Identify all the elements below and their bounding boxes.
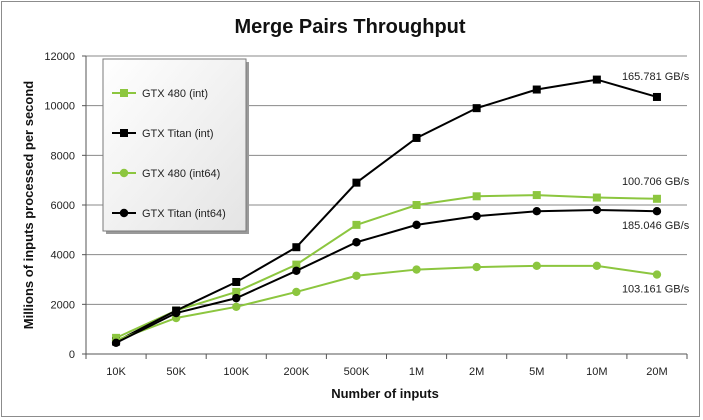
x-tick-label: 1M (409, 366, 424, 378)
legend-marker (120, 129, 128, 137)
series-gtx-480-int64 (111, 261, 662, 345)
legend-label: GTX 480 (int64) (142, 168, 220, 180)
series-line (115, 208, 657, 344)
x-tick-label: 10M (586, 366, 607, 378)
data-point (472, 211, 481, 221)
data-point (532, 191, 541, 200)
data-point (292, 243, 301, 252)
x-tick-label: 5M (529, 366, 544, 378)
legend-marker (119, 168, 129, 178)
data-point (472, 192, 481, 201)
legend-label: GTX Titan (int) (142, 128, 214, 140)
data-point (352, 238, 361, 247)
data-point (652, 207, 662, 216)
y-tick-label: 8000 (51, 150, 75, 162)
data-annotation: 185.046 GB/s (622, 220, 690, 232)
data-point (592, 205, 602, 215)
data-point (412, 265, 421, 274)
legend-item: GTX 480 (int64) (112, 168, 220, 180)
data-point (352, 178, 361, 187)
data-point (472, 262, 481, 272)
data-point (171, 308, 181, 318)
y-tick-label: 10000 (44, 101, 75, 113)
legend-item: GTX 480 (int) (112, 88, 208, 100)
data-point (412, 133, 421, 142)
data-point (232, 277, 241, 286)
y-tick-label: 6000 (51, 200, 75, 212)
legend-marker (119, 208, 129, 218)
chart-title: Merge Pairs Throughput (234, 16, 465, 38)
x-axis-title: Number of inputs (331, 386, 439, 401)
x-tick-label: 10K (106, 366, 126, 378)
y-tick-label: 4000 (51, 250, 75, 262)
data-point (592, 261, 602, 271)
y-tick-label: 2000 (51, 299, 75, 311)
x-tick-label: 100K (223, 366, 249, 378)
data-annotation: 103.161 GB/s (622, 284, 690, 296)
data-point (592, 75, 601, 84)
y-tick-label: 0 (69, 349, 75, 361)
series-line (115, 264, 658, 342)
data-point (352, 271, 361, 280)
data-point (592, 193, 601, 202)
y-tick-label: 12000 (44, 51, 75, 63)
data-point (111, 338, 121, 348)
x-tick-label: 50K (166, 366, 186, 378)
data-point (232, 302, 241, 312)
data-point (232, 287, 241, 296)
data-annotation: 100.706 GB/s (622, 176, 690, 188)
y-axis-title: Millions of inputs processed per second (21, 81, 36, 330)
data-point (652, 194, 661, 203)
series-gtx-titan-int64 (111, 205, 662, 348)
data-point (652, 92, 661, 101)
data-point (652, 270, 662, 279)
annotations: 165.781 GB/s 100.706 GB/s 185.046 GB/s 103.… (622, 71, 690, 296)
legend-item: GTX Titan (int64) (112, 208, 226, 220)
data-point (412, 201, 421, 209)
data-point (472, 104, 481, 113)
legend-item: GTX Titan (int) (112, 128, 214, 140)
data-point (532, 261, 541, 271)
x-tick-label: 2M (469, 366, 484, 378)
x-tick-label: 200K (283, 366, 309, 378)
series-line (115, 78, 658, 343)
data-point (232, 293, 241, 303)
legend-marker (120, 89, 128, 97)
legend-label: GTX 480 (int) (142, 88, 208, 100)
legend: GTX 480 (int) GTX Titan (int) GTX 480 (int… (102, 58, 249, 234)
series-layer (111, 75, 662, 348)
legend-box (102, 58, 247, 232)
data-point (532, 85, 541, 94)
series-line (115, 194, 657, 339)
data-point (292, 266, 301, 276)
data-annotation: 165.781 GB/s (622, 71, 690, 83)
data-point (412, 220, 421, 230)
series-gtx-480-int (112, 191, 661, 342)
axes: 0 2000 4000 6000 8000 10000 12000 10K 50K 100K 200… (44, 51, 688, 378)
x-tick-label: 20M (646, 366, 667, 378)
x-tick-label: 500K (344, 366, 370, 378)
data-point (532, 207, 541, 216)
data-point (292, 287, 301, 297)
legend-label: GTX Titan (int64) (142, 208, 226, 220)
data-point (292, 260, 301, 269)
data-point (352, 220, 361, 229)
